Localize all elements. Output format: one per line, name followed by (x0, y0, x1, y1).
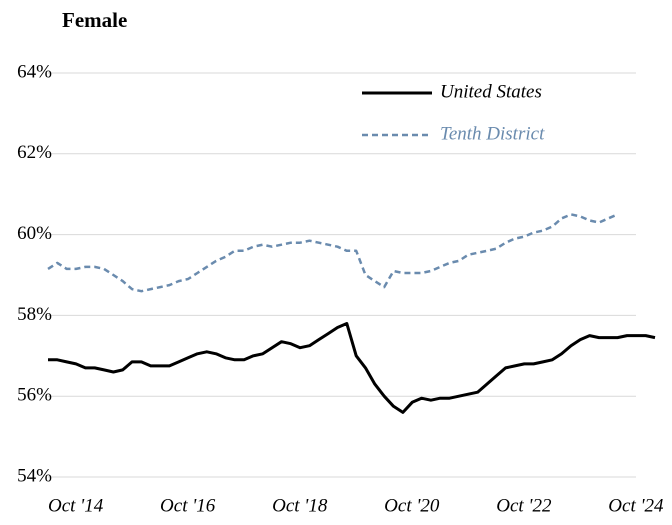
y-tick-label: 58% (17, 304, 52, 325)
x-tick-label: Oct '24 (608, 495, 664, 516)
chart-title: Female (62, 8, 127, 32)
x-tick-label: Oct '14 (48, 495, 104, 516)
line-series (47, 213, 619, 293)
line-series (48, 322, 656, 414)
x-tick-label: Oct '16 (160, 495, 216, 516)
y-tick-label: 56% (17, 385, 52, 406)
legend-label: Tenth District (440, 123, 545, 144)
y-tick-label: 64% (17, 61, 52, 82)
y-tick-label: 54% (17, 465, 52, 486)
y-tick-label: 62% (17, 142, 52, 163)
y-tick-label: 60% (17, 223, 52, 244)
legend-label: United States (440, 81, 542, 102)
x-tick-label: Oct '18 (272, 495, 328, 516)
x-tick-label: Oct '22 (496, 495, 552, 516)
x-tick-label: Oct '20 (384, 495, 440, 516)
